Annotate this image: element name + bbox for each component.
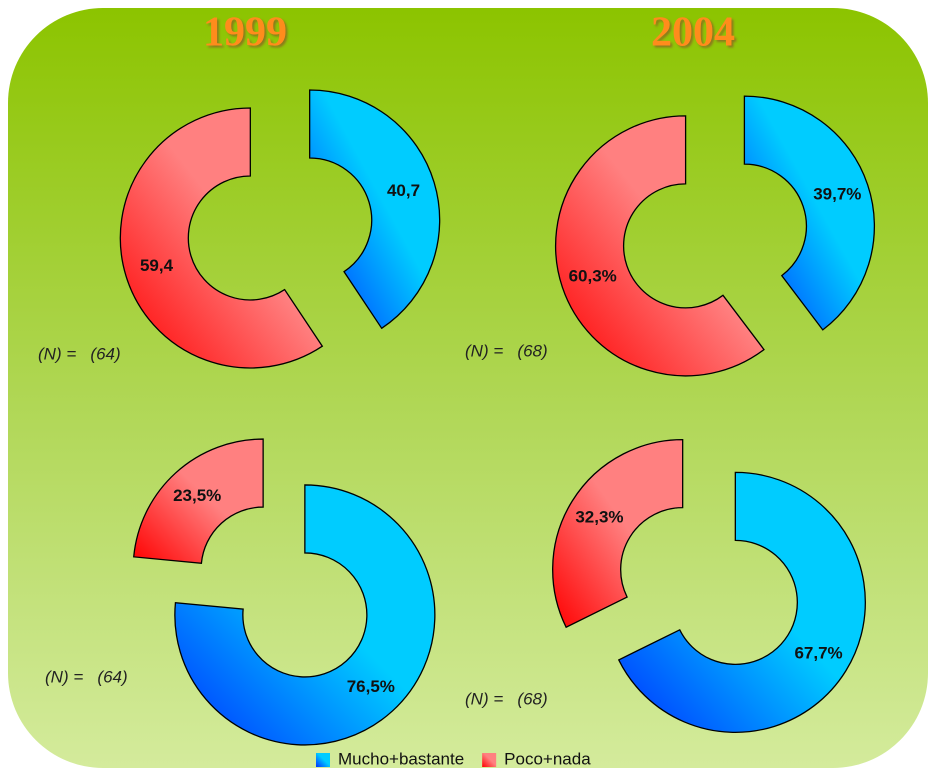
donut-segment xyxy=(133,438,264,564)
legend-swatch xyxy=(316,753,330,767)
legend-swatch xyxy=(482,753,497,767)
value-label: 40,7 xyxy=(387,181,420,200)
value-label: 67,7% xyxy=(794,644,842,663)
value-label: 76,5% xyxy=(347,677,395,696)
value-label: 23,5% xyxy=(173,486,221,505)
donut-segment xyxy=(309,89,441,330)
value-label: 32,3% xyxy=(575,507,623,526)
donut-segment xyxy=(552,438,684,629)
donut-segment xyxy=(119,107,324,369)
donut-segment xyxy=(617,471,866,733)
sample-size-note: (N) = (64) xyxy=(45,667,128,686)
sample-size-note: (N) = (68) xyxy=(465,689,548,708)
background xyxy=(8,8,928,768)
sample-size-note: (N) = (68) xyxy=(465,341,548,360)
value-label: 39,7% xyxy=(813,184,861,203)
value-label: 60,3% xyxy=(569,267,617,286)
donut-segment xyxy=(174,484,436,746)
value-label: 59,4 xyxy=(140,256,174,275)
legend-label: Mucho+bastante xyxy=(338,749,464,768)
donut-segment xyxy=(743,95,876,331)
column-title: 2004 xyxy=(651,10,735,56)
donut-segment xyxy=(555,115,765,377)
column-title: 1999 xyxy=(203,10,287,56)
legend-label: Poco+nada xyxy=(504,749,591,768)
sample-size-note: (N) = (64) xyxy=(38,344,121,363)
